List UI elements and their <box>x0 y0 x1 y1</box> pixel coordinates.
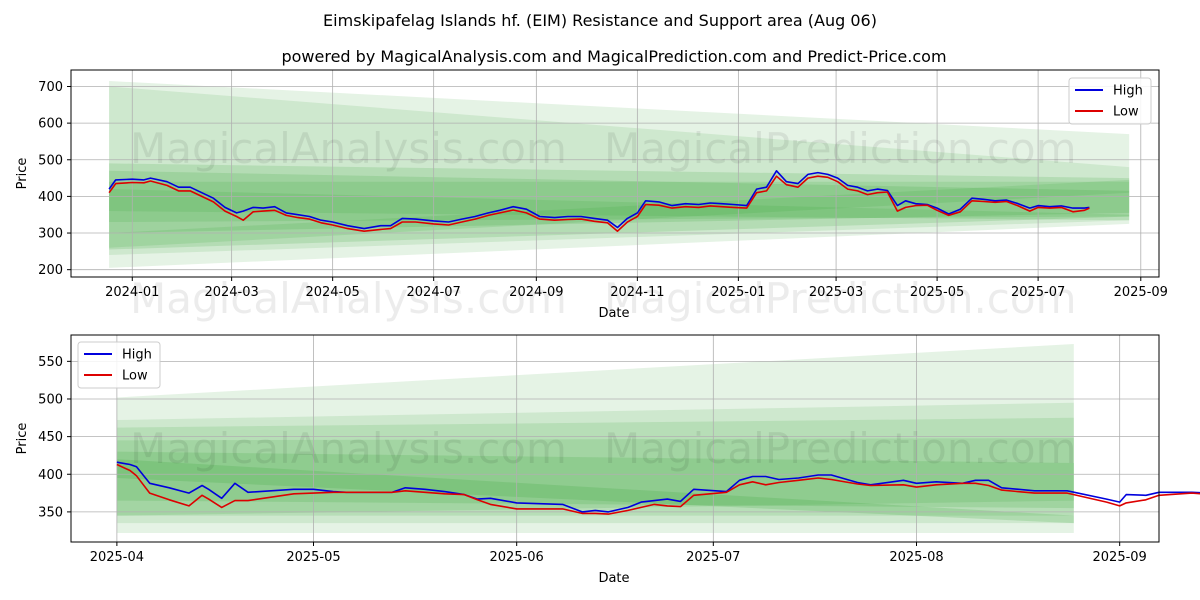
bottom-legend-high-label: High <box>122 348 152 363</box>
top-chart-ylabel: Price <box>15 158 30 190</box>
bottom-chart-legend: High Low <box>77 341 161 389</box>
top-chart-legend: High Low <box>1068 77 1152 125</box>
top-ytick-label: 500 <box>38 153 63 168</box>
bottom-chart-series <box>116 461 1200 515</box>
top-legend-low-label: Low <box>1113 105 1139 120</box>
bottom-chart-bands <box>116 344 1074 533</box>
bottom-xtick-label: 2025-07 <box>686 550 740 565</box>
top-ytick-label: 700 <box>38 80 63 95</box>
top-chart-xlabel: Date <box>598 306 629 321</box>
chart-subtitle: powered by MagicalAnalysis.com and Magic… <box>281 47 946 66</box>
bottom-chart-ticks: 350 400 450 500 550 2025-04 2025-05 2025-06 2025… <box>38 355 1147 565</box>
top-xtick-label: 2024-07 <box>407 285 461 300</box>
top-ytick-label: 200 <box>38 263 63 278</box>
top-series-low-line <box>108 175 1090 232</box>
bottom-xtick-label: 2025-06 <box>490 550 544 565</box>
watermark-left-top: MagicalAnalysis.com <box>130 124 567 173</box>
bottom-chart-ylabel: Price <box>15 423 30 455</box>
top-band-0 <box>109 80 1130 268</box>
top-chart-series <box>108 170 1090 232</box>
bottom-band-0 <box>116 344 1074 533</box>
top-xtick-label: 2024-01 <box>105 285 159 300</box>
bottom-chart-panel: 350 400 450 500 550 2025-04 2025-05 2025-06 2025… <box>15 334 1200 586</box>
bottom-xtick-label: 2025-09 <box>1093 550 1147 565</box>
bottom-series-low-line <box>116 463 1200 515</box>
top-xtick-label: 2024-11 <box>610 285 664 300</box>
top-chart-grid <box>71 70 1159 277</box>
bottom-band-3 <box>116 438 1074 516</box>
top-xtick-label: 2024-03 <box>204 285 258 300</box>
bottom-band-5 <box>116 459 1074 524</box>
bottom-legend-low-label: Low <box>122 369 148 384</box>
bottom-ytick-label: 350 <box>38 505 63 520</box>
top-xtick-label: 2025-03 <box>809 285 863 300</box>
chart-title: Eimskipafelag Islands hf. (EIM) Resistan… <box>323 11 877 30</box>
top-ytick-label: 300 <box>38 227 63 242</box>
top-chart-ticks: 200 300 400 500 600 700 2024-01 2024-03 2024-05 2… <box>38 80 1168 300</box>
bottom-chart-xlabel: Date <box>598 571 629 586</box>
bottom-xtick-label: 2025-08 <box>889 550 943 565</box>
top-series-high-line <box>108 170 1090 230</box>
bottom-ytick-label: 400 <box>38 468 63 483</box>
top-ytick-label: 600 <box>38 117 63 132</box>
bottom-chart-frame <box>70 334 1160 543</box>
top-xtick-label: 2025-01 <box>711 285 765 300</box>
top-chart-panel: 200 300 400 500 600 700 2024-01 2024-03 2024-05 2… <box>15 69 1168 321</box>
top-xtick-label: 2024-09 <box>509 285 563 300</box>
top-xtick-label: 2025-07 <box>1011 285 1065 300</box>
bottom-ytick-label: 450 <box>38 430 63 445</box>
top-xtick-label: 2025-09 <box>1114 285 1168 300</box>
top-chart-frame <box>70 69 1160 278</box>
bottom-series-high-line <box>116 461 1200 513</box>
top-band-6 <box>109 189 1130 221</box>
watermark-right-mid: MagicalPrediction.com <box>604 274 1077 323</box>
top-xtick-label: 2025-05 <box>910 285 964 300</box>
bottom-band-2 <box>116 417 1074 516</box>
top-xtick-label: 2024-05 <box>305 285 359 300</box>
top-chart-bands <box>109 80 1130 268</box>
watermark-left-bottom: MagicalAnalysis.com <box>130 424 567 473</box>
watermark-right-bottom: MagicalPrediction.com <box>604 424 1077 473</box>
top-band-3 <box>109 170 1130 234</box>
top-ytick-label: 400 <box>38 190 63 205</box>
bottom-chart-grid <box>71 335 1159 542</box>
bottom-ytick-label: 550 <box>38 355 63 370</box>
bottom-xtick-label: 2025-04 <box>90 550 144 565</box>
watermark-right-top: MagicalPrediction.com <box>604 124 1077 173</box>
top-band-4 <box>109 181 1130 223</box>
top-legend-high-label: High <box>1113 84 1143 99</box>
top-band-1 <box>109 86 1130 256</box>
bottom-band-4 <box>116 451 1074 509</box>
bottom-ytick-label: 500 <box>38 392 63 407</box>
bottom-xtick-label: 2025-05 <box>286 550 340 565</box>
watermark-left-mid: MagicalAnalysis.com <box>130 274 567 323</box>
